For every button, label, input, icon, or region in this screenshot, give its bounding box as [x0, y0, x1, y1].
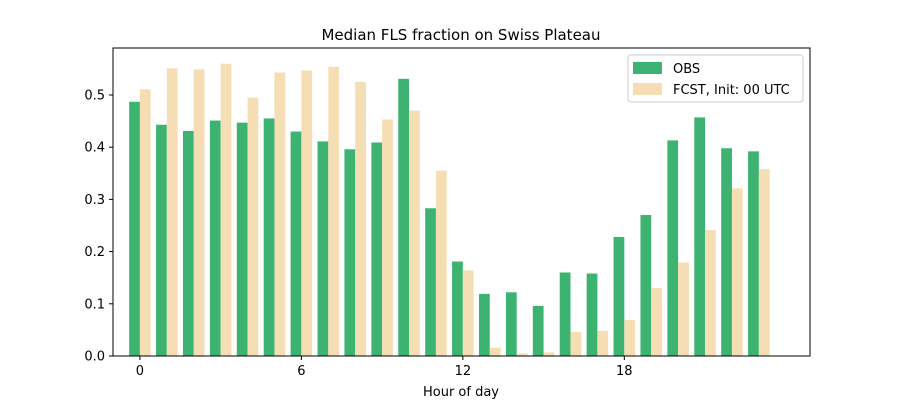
bar-fcst-12 [462, 270, 474, 356]
bar-fcst-9 [382, 119, 393, 357]
bar-obs-23 [748, 151, 759, 356]
bar-obs-14 [505, 292, 517, 356]
y-tick-label-0.5: 0.5 [84, 88, 105, 103]
bar-fcst-22 [731, 188, 743, 356]
bar-fcst-5 [274, 72, 286, 356]
bar-obs-22 [721, 148, 732, 356]
bar-obs-21 [694, 117, 706, 357]
x-tick-label-12: 12 [455, 364, 472, 379]
bar-obs-18 [613, 236, 625, 356]
bar-fcst-8 [355, 81, 366, 357]
bar-fcst-14 [516, 353, 528, 356]
legend-swatch-fcst [633, 83, 662, 95]
bar-obs-20 [667, 140, 679, 356]
bar-fcst-18 [624, 319, 636, 356]
plot-frame [112, 47, 811, 357]
bar-fcst-6 [301, 70, 313, 356]
bar-obs-11 [425, 208, 436, 356]
bar-obs-5 [263, 118, 275, 356]
bar-obs-10 [398, 78, 410, 357]
bar-obs-15 [532, 305, 544, 356]
legend-label-obs: OBS [673, 62, 700, 77]
bar-obs-0 [129, 101, 140, 357]
legend: OBS FCST, Init: 00 UTC [627, 54, 804, 103]
chart-title: Median FLS fraction on Swiss Plateau [321, 26, 600, 44]
plot-area: 0 6 12 18 0.0 0.1 0.2 0.3 0.4 0.5 [84, 47, 811, 379]
bar-fcst-4 [247, 97, 259, 356]
x-tick-label-18: 18 [616, 364, 633, 379]
bar-obs-17 [586, 273, 598, 356]
y-tick-label-0.4: 0.4 [84, 141, 105, 156]
bar-obs-3 [209, 120, 221, 356]
bar-obs-9 [371, 142, 383, 356]
y-tick-label-0.3: 0.3 [84, 193, 105, 208]
bar-fcst-17 [597, 330, 609, 356]
bar-fcst-3 [220, 63, 232, 356]
bar-fcst-19 [651, 288, 662, 356]
y-tick-label-0.1: 0.1 [84, 297, 105, 312]
bar-obs-13 [478, 293, 490, 356]
bar-fcst-7 [328, 66, 340, 356]
x-tick-label-0: 0 [136, 364, 144, 379]
y-tick-label-0.0: 0.0 [84, 350, 105, 365]
x-tick-label-6: 6 [297, 364, 305, 379]
bar-fcst-15 [543, 352, 555, 356]
series-0-bars [129, 78, 759, 357]
bar-fcst-10 [409, 110, 420, 356]
bar-fcst-0 [139, 89, 151, 357]
bar-obs-1 [156, 124, 167, 357]
bar-fcst-21 [705, 230, 716, 356]
bar-fcst-20 [678, 262, 689, 356]
bar-obs-12 [452, 261, 463, 356]
bar-fcst-1 [166, 68, 178, 357]
bar-obs-4 [236, 122, 248, 357]
bar-fcst-23 [758, 169, 770, 356]
bar-obs-16 [559, 272, 571, 356]
legend-swatch-obs [633, 62, 662, 74]
legend-label-fcst: FCST, Init: 00 UTC [673, 83, 790, 98]
bar-obs-2 [182, 131, 194, 356]
bar-fcst-13 [489, 347, 501, 356]
bar-fcst-2 [193, 69, 205, 357]
bar-obs-6 [290, 131, 302, 356]
y-tick-label-0.2: 0.2 [84, 245, 105, 260]
bar-fcst-16 [570, 331, 582, 356]
series-1-bars [139, 63, 770, 357]
bar-obs-19 [640, 215, 652, 356]
x-axis-label: Hour of day [423, 385, 499, 400]
bar-fcst-11 [435, 170, 447, 356]
bar-obs-8 [344, 149, 356, 356]
legend-box [627, 54, 804, 103]
bar-obs-7 [317, 141, 329, 356]
